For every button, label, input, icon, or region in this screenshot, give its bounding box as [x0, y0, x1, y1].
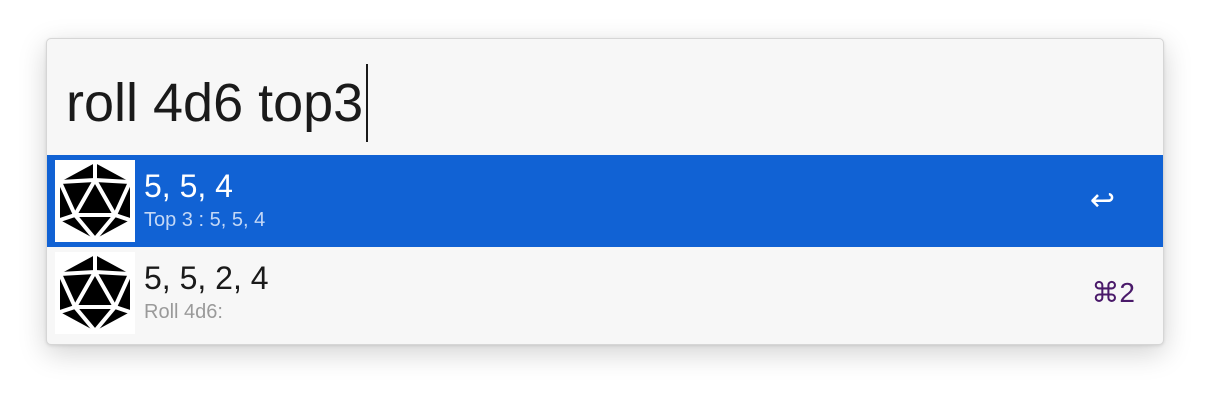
command-shortcut-label: ⌘2	[1091, 277, 1135, 308]
result-item-2[interactable]: 5, 5, 2, 4 Roll 4d6: ⌘2	[47, 247, 1163, 339]
return-key-icon: ↩	[1089, 184, 1115, 217]
text-caret	[366, 64, 369, 142]
result-title: 5, 5, 2, 4	[144, 260, 269, 296]
result-title: 5, 5, 4	[144, 168, 233, 204]
launcher-window: roll 4d6 top3	[46, 38, 1164, 345]
result-subtitle: Roll 4d6:	[144, 301, 223, 323]
query-input[interactable]: roll 4d6 top3	[66, 64, 369, 142]
d20-dice-icon	[55, 160, 135, 242]
d20-dice-icon	[55, 252, 135, 334]
query-bar[interactable]: roll 4d6 top3	[47, 39, 1163, 155]
results-list: 5, 5, 4 Top 3 : 5, 5, 4 ↩	[47, 155, 1163, 339]
result-item-1[interactable]: 5, 5, 4 Top 3 : 5, 5, 4 ↩	[47, 155, 1163, 247]
query-input-text: roll 4d6 top3	[66, 73, 364, 133]
result-subtitle: Top 3 : 5, 5, 4	[144, 209, 266, 231]
